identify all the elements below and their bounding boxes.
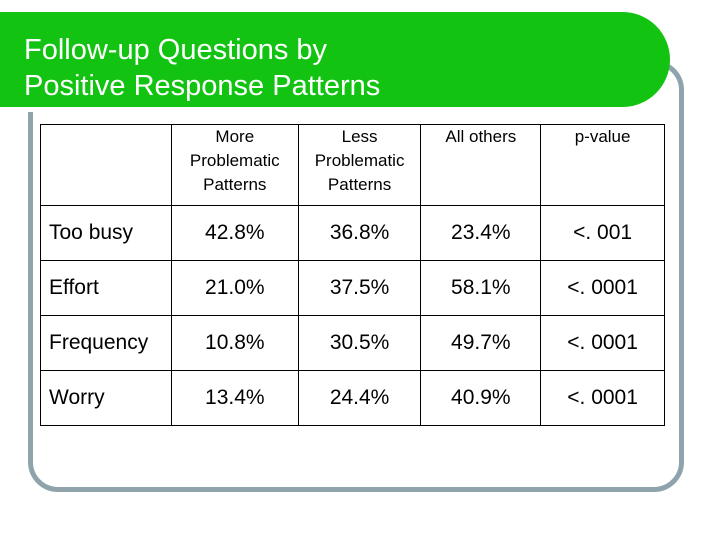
title-underline <box>0 107 636 112</box>
title-line-1: Follow-up Questions by <box>24 34 328 66</box>
table-cell: 40.9% <box>420 370 542 426</box>
table-cell: 37.5% <box>297 260 422 316</box>
title-bar: Follow-up Questions by Positive Response… <box>0 12 670 112</box>
header-cell-less-problematic: Less Problematic Patterns <box>297 124 422 206</box>
table-cell: <. 0001 <box>540 260 665 316</box>
header-text: More <box>215 127 255 146</box>
row-label: Too busy <box>40 205 172 261</box>
table-cell: 49.7% <box>420 315 542 371</box>
title-line-2: Positive Response Patterns <box>24 70 381 102</box>
table-cell: <. 001 <box>540 205 665 261</box>
header-text: Patterns <box>327 175 392 194</box>
table-cell: 10.8% <box>170 315 299 371</box>
header-text: All others <box>445 127 517 146</box>
table-row: Frequency 10.8% 30.5% 49.7% <. 0001 <box>40 315 665 371</box>
table-cell: <. 0001 <box>540 370 665 426</box>
row-label: Worry <box>40 370 172 426</box>
header-cell-more-problematic: More Problematic Patterns <box>170 124 299 206</box>
table-row: Effort 21.0% 37.5% 58.1% <. 0001 <box>40 260 665 316</box>
table-cell: 58.1% <box>420 260 542 316</box>
header-text: Less <box>341 127 378 146</box>
header-cell-p-value: p-value <box>540 124 665 206</box>
table-cell: 13.4% <box>170 370 299 426</box>
table-cell: 23.4% <box>420 205 542 261</box>
table-cell: 36.8% <box>297 205 422 261</box>
header-text: p-value <box>574 127 631 146</box>
table-row: Too busy 42.8% 36.8% 23.4% <. 001 <box>40 205 665 261</box>
table-row: Worry 13.4% 24.4% 40.9% <. 0001 <box>40 370 665 426</box>
row-label: Frequency <box>40 315 172 371</box>
header-text: Patterns <box>203 175 267 194</box>
header-text: Problematic <box>189 151 280 170</box>
table-cell: 30.5% <box>297 315 422 371</box>
header-text: Problematic <box>314 151 405 170</box>
header-cell-all-others: All others <box>420 124 542 206</box>
table-cell: <. 0001 <box>540 315 665 371</box>
results-table: More Problematic Patterns Less Problemat… <box>40 124 665 426</box>
header-cell-empty <box>40 124 172 206</box>
table-header-row: More Problematic Patterns Less Problemat… <box>40 124 665 206</box>
table-cell: 21.0% <box>170 260 299 316</box>
table-cell: 42.8% <box>170 205 299 261</box>
row-label: Effort <box>40 260 172 316</box>
table-cell: 24.4% <box>297 370 422 426</box>
slide-title: Follow-up Questions by Positive Response… <box>24 32 380 104</box>
